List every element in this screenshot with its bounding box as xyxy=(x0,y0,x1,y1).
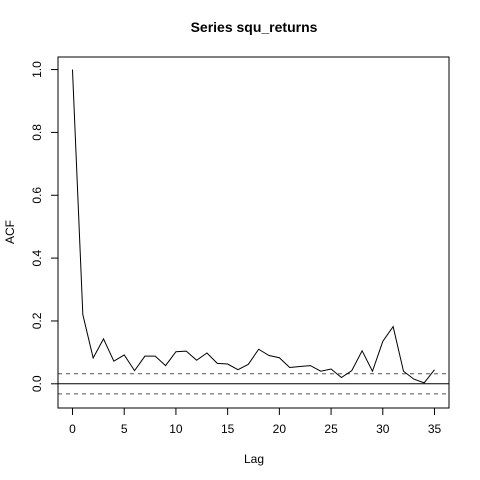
plot-area xyxy=(58,70,449,394)
x-tick-label: 5 xyxy=(121,422,128,436)
y-axis: 0.0 0.2 0.4 0.6 0.8 1.0 xyxy=(30,61,58,392)
x-tick-label: 25 xyxy=(324,422,338,436)
acf-series-line xyxy=(72,70,434,383)
y-tick-label: 0.8 xyxy=(30,124,44,141)
x-tick-label: 15 xyxy=(221,422,235,436)
y-tick-label: 0.0 xyxy=(30,375,44,392)
y-tick-label: 0.6 xyxy=(30,187,44,204)
x-tick-label: 10 xyxy=(169,422,183,436)
x-axis: 0 5 10 15 20 25 30 35 xyxy=(69,408,441,436)
x-tick-label: 30 xyxy=(376,422,390,436)
y-tick-label: 0.2 xyxy=(30,312,44,329)
chart-title: Series squ_returns xyxy=(191,19,318,35)
y-tick-label: 0.4 xyxy=(30,249,44,266)
x-tick-label: 20 xyxy=(273,422,287,436)
y-axis-label: ACF xyxy=(3,220,17,244)
x-axis-label: Lag xyxy=(244,452,264,466)
plot-frame xyxy=(58,57,449,408)
y-tick-label: 1.0 xyxy=(30,61,44,78)
x-tick-label: 35 xyxy=(428,422,442,436)
x-tick-label: 0 xyxy=(69,422,76,436)
